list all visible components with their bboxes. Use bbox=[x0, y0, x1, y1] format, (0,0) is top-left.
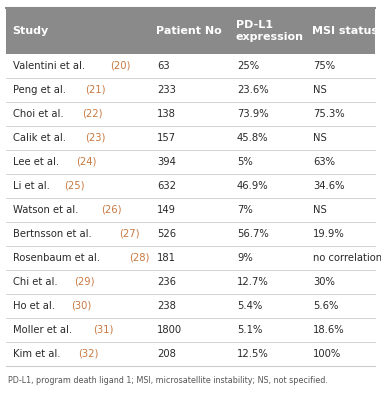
Text: Choi et al.: Choi et al. bbox=[13, 109, 67, 119]
Text: (24): (24) bbox=[77, 157, 97, 167]
Text: 236: 236 bbox=[157, 277, 176, 287]
Text: 5.1%: 5.1% bbox=[237, 325, 263, 335]
Text: 63%: 63% bbox=[313, 157, 335, 167]
Text: NS: NS bbox=[313, 205, 327, 215]
Text: 46.9%: 46.9% bbox=[237, 181, 269, 191]
Text: no correlation: no correlation bbox=[313, 253, 381, 263]
Text: 181: 181 bbox=[157, 253, 176, 263]
Text: (23): (23) bbox=[85, 133, 106, 143]
Text: (32): (32) bbox=[78, 349, 99, 359]
Text: (29): (29) bbox=[75, 277, 95, 287]
Text: 19.9%: 19.9% bbox=[313, 229, 345, 239]
Text: (22): (22) bbox=[82, 109, 103, 119]
Text: Watson et al.: Watson et al. bbox=[13, 205, 82, 215]
Text: 75%: 75% bbox=[313, 61, 335, 71]
Text: (31): (31) bbox=[93, 325, 114, 335]
Text: 157: 157 bbox=[157, 133, 176, 143]
Text: 7%: 7% bbox=[237, 205, 253, 215]
Text: (30): (30) bbox=[71, 301, 91, 311]
Text: 25%: 25% bbox=[237, 61, 259, 71]
Text: 30%: 30% bbox=[313, 277, 335, 287]
Text: (26): (26) bbox=[101, 205, 122, 215]
Text: MSI status: MSI status bbox=[312, 26, 378, 36]
Text: NS: NS bbox=[313, 133, 327, 143]
Text: (27): (27) bbox=[118, 229, 139, 239]
Text: (21): (21) bbox=[85, 85, 106, 95]
Text: 138: 138 bbox=[157, 109, 176, 119]
Text: (20): (20) bbox=[110, 61, 130, 71]
Text: 5.6%: 5.6% bbox=[313, 301, 338, 311]
Text: 233: 233 bbox=[157, 85, 176, 95]
Text: Rosenbaum et al.: Rosenbaum et al. bbox=[13, 253, 103, 263]
Text: 149: 149 bbox=[157, 205, 176, 215]
Text: Peng et al.: Peng et al. bbox=[13, 85, 69, 95]
Text: Study: Study bbox=[12, 26, 48, 36]
Bar bbox=[6, 8, 375, 54]
Text: 18.6%: 18.6% bbox=[313, 325, 345, 335]
Text: 12.7%: 12.7% bbox=[237, 277, 269, 287]
Text: Ho et al.: Ho et al. bbox=[13, 301, 58, 311]
Text: 100%: 100% bbox=[313, 349, 341, 359]
Text: 208: 208 bbox=[157, 349, 176, 359]
Text: Li et al.: Li et al. bbox=[13, 181, 53, 191]
Text: 5%: 5% bbox=[237, 157, 253, 167]
Text: (28): (28) bbox=[129, 253, 150, 263]
Text: (25): (25) bbox=[65, 181, 85, 191]
Text: Moller et al.: Moller et al. bbox=[13, 325, 75, 335]
Text: PD-L1
expression: PD-L1 expression bbox=[236, 20, 304, 42]
Text: Chi et al.: Chi et al. bbox=[13, 277, 61, 287]
Text: 238: 238 bbox=[157, 301, 176, 311]
Text: Lee et al.: Lee et al. bbox=[13, 157, 62, 167]
Text: 56.7%: 56.7% bbox=[237, 229, 269, 239]
Text: Patient No: Patient No bbox=[156, 26, 222, 36]
Text: 75.3%: 75.3% bbox=[313, 109, 345, 119]
Text: 73.9%: 73.9% bbox=[237, 109, 269, 119]
Text: PD-L1, program death ligand 1; MSI, microsatellite instability; NS, not specifie: PD-L1, program death ligand 1; MSI, micr… bbox=[8, 376, 328, 385]
Text: 23.6%: 23.6% bbox=[237, 85, 269, 95]
Text: 632: 632 bbox=[157, 181, 176, 191]
Text: 1800: 1800 bbox=[157, 325, 182, 335]
Text: Bertnsson et al.: Bertnsson et al. bbox=[13, 229, 95, 239]
Text: Valentini et al.: Valentini et al. bbox=[13, 61, 88, 71]
Text: 45.8%: 45.8% bbox=[237, 133, 269, 143]
Text: Kim et al.: Kim et al. bbox=[13, 349, 64, 359]
Text: 5.4%: 5.4% bbox=[237, 301, 262, 311]
Text: 63: 63 bbox=[157, 61, 170, 71]
Text: 526: 526 bbox=[157, 229, 176, 239]
Text: 9%: 9% bbox=[237, 253, 253, 263]
Text: Calik et al.: Calik et al. bbox=[13, 133, 69, 143]
Text: NS: NS bbox=[313, 85, 327, 95]
Text: 12.5%: 12.5% bbox=[237, 349, 269, 359]
Text: 34.6%: 34.6% bbox=[313, 181, 344, 191]
Text: 394: 394 bbox=[157, 157, 176, 167]
